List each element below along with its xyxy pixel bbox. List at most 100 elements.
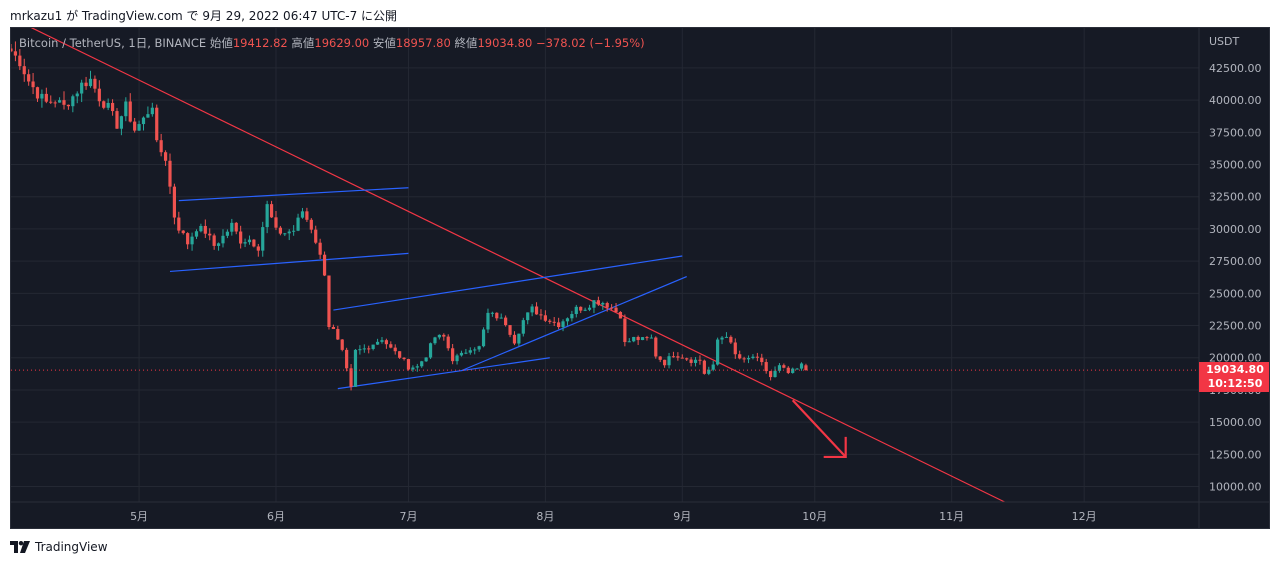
candle-body [481,329,486,347]
candle-body [420,361,424,367]
candle-body [146,114,150,118]
candle-body [128,101,132,122]
candle-body [764,362,768,372]
symbol-name: Bitcoin / TetherUS, 1日, BINANCE [19,36,207,50]
price-tick-label: 10000.00 [1209,481,1262,494]
time-tick-label: 5月 [130,510,148,523]
candle-body [486,312,490,330]
candle-body [645,337,649,339]
candle-body [760,357,764,363]
candle-body [601,303,605,305]
price-tick-label: 22500.00 [1209,320,1262,333]
candle-body [640,337,645,341]
candle-body [614,307,618,312]
trendlines[interactable] [11,28,1005,503]
candle-body [521,320,525,334]
candle-body [605,303,609,308]
candle-body [499,317,503,319]
trendline [337,357,550,390]
candlestick-chart[interactable]: 10000.0012500.0015000.0017500.0020000.00… [11,28,1270,529]
candle-body [623,318,627,343]
candle-body [62,100,66,105]
candle-body [243,242,247,244]
open-value: 19412.82 [232,36,288,50]
candle-body [371,344,375,349]
legend: Bitcoin / TetherUS, 1日, BINANCE 始値19412.… [19,35,645,51]
candle-body [261,227,265,251]
candle-body [618,311,623,319]
candle-body [119,116,124,129]
candle-body [216,243,221,246]
last-price-tag: 19034.80 10:12:50 [1199,362,1269,393]
candle-body [729,336,733,343]
candle-body [773,370,777,378]
currency-label: USDT [1209,35,1240,48]
price-tick-label: 42500.00 [1209,62,1262,75]
candle-body [177,217,181,231]
candle-body [40,93,44,99]
candle-body [526,312,530,321]
chart-panel[interactable]: 10000.0012500.0015000.0017500.0020000.00… [10,27,1270,529]
candle-body [190,236,194,245]
candle-body [561,321,565,328]
candle-body [786,367,790,373]
footer[interactable]: TradingView [10,540,108,554]
time-axis[interactable]: 5月 6月 7月 8月 9月 10月 11月 12月 [11,501,1270,523]
candle-body [733,342,737,355]
candle-body [459,352,464,356]
price-tick-label: 32500.00 [1209,191,1262,204]
candle-body [504,317,508,326]
candle-body [543,315,547,321]
candle-body [548,320,552,322]
candle-body [755,356,759,358]
candle-body [22,66,26,75]
open-label: 始値 [209,36,233,50]
candle-body [671,356,676,358]
candle-body [247,239,252,243]
candle-body [97,88,101,102]
candle-body [649,337,653,339]
candle-body [702,360,706,374]
time-tick-label: 11月 [939,510,964,523]
price-tick-label: 27500.00 [1209,255,1262,268]
candle-body [610,307,614,309]
candle-body [539,314,543,316]
candle-body [795,368,799,370]
time-tick-label: 8月 [536,510,554,523]
candle-body [322,254,327,276]
countdown: 10:12:50 [1207,377,1263,391]
candle-body [707,369,711,374]
price-tick-label: 20000.00 [1209,352,1262,365]
low-value: 18957.80 [395,36,451,50]
candle-body [508,325,512,335]
candle-body [415,366,419,368]
candle-body [534,306,539,315]
candle-body [265,204,269,228]
candle-body [592,300,596,308]
candle-body [587,307,592,310]
footer-brand: TradingView [35,540,108,554]
candle-body [292,230,296,232]
candle-body [225,231,230,236]
candle-body [451,348,455,362]
candle-body [296,217,300,231]
candle-body [106,102,110,108]
candle-body [309,219,313,230]
candle-body [746,358,751,360]
candle-body [300,211,305,218]
candle-body [27,74,31,82]
candle-body [455,355,459,362]
price-axis[interactable]: 10000.0012500.0015000.0017500.0020000.00… [1198,28,1262,529]
candle-body [163,152,168,161]
trendline [30,28,1005,503]
trendline [169,252,409,273]
candle-body [799,363,804,369]
candle-body [406,359,411,370]
candle-body [565,318,570,322]
candle-body [150,107,154,115]
high-label: 高値 [291,36,315,50]
candle-body [71,96,75,107]
candle-body [88,78,93,87]
candle-body [159,140,163,153]
price-tick-label: 25000.00 [1209,287,1262,300]
